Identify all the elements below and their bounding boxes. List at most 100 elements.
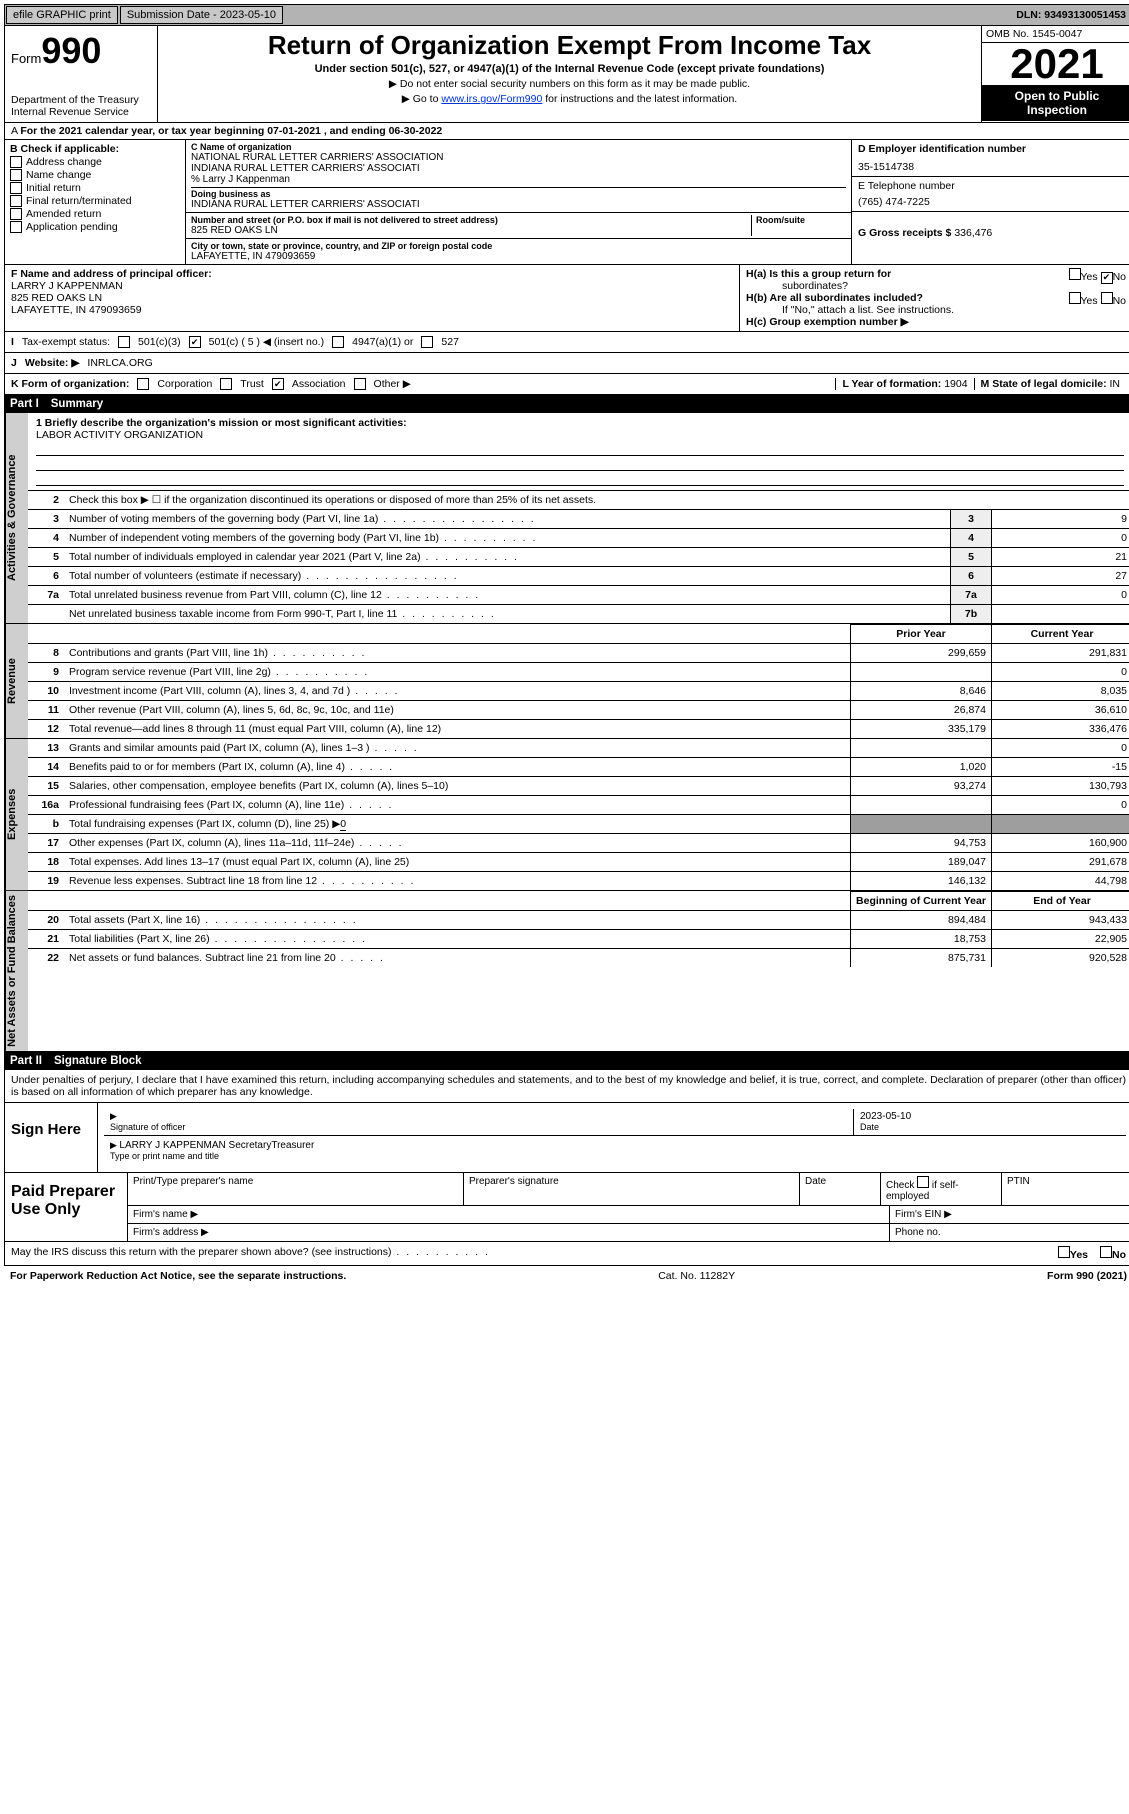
r19-p: 146,132 <box>851 872 992 891</box>
r22-p: 875,731 <box>851 949 992 968</box>
chk-self-employed[interactable] <box>917 1176 929 1188</box>
chk-hb-yes[interactable] <box>1069 292 1081 304</box>
inspect-l2: Inspection <box>1027 103 1087 117</box>
efile-graphic-button[interactable]: efile GRAPHIC print <box>6 6 118 24</box>
mission-block: 1 Briefly describe the organization's mi… <box>28 413 1129 490</box>
r4-text: Number of independent voting members of … <box>69 532 537 544</box>
ha-lbl: H(a) Is this a group return for <box>746 268 891 280</box>
preparer-block: Paid Preparer Use Only Print/Type prepar… <box>4 1173 1129 1242</box>
c-addr-row: Number and street (or P.O. box if mail i… <box>186 213 851 239</box>
dba-name: INDIANA RURAL LETTER CARRIERS' ASSOCIATI <box>191 199 846 210</box>
sig-officer: Signature of officer <box>104 1109 853 1135</box>
chk-501c3[interactable] <box>118 336 130 348</box>
r14-p: 1,020 <box>851 758 992 777</box>
chk-application-pending[interactable] <box>10 221 22 233</box>
e-lbl: E Telephone number <box>858 180 1126 192</box>
irs-link[interactable]: www.irs.gov/Form990 <box>441 93 542 105</box>
row-16a: 16aProfessional fundraising fees (Part I… <box>28 796 1129 815</box>
penalty-text: Under penalties of perjury, I declare th… <box>4 1070 1129 1103</box>
chk-ha-yes[interactable] <box>1069 268 1081 280</box>
r6-text: Total number of volunteers (estimate if … <box>69 570 459 582</box>
f-lbl: F Name and address of principal officer: <box>11 268 733 280</box>
submission-date-button[interactable]: Submission Date - 2023-05-10 <box>120 6 283 24</box>
ha-yes: Yes <box>1081 271 1098 283</box>
row-i: I Tax-exempt status: 501(c)(3) 501(c) ( … <box>4 332 1129 353</box>
r8-p: 299,659 <box>851 644 992 663</box>
chk-4947[interactable] <box>332 336 344 348</box>
chk-final-return[interactable] <box>10 195 22 207</box>
room-lbl: Room/suite <box>756 215 846 225</box>
r18-c: 291,678 <box>992 853 1129 872</box>
open-to-public: Open to Public Inspection <box>982 85 1129 121</box>
form-num: 990 <box>41 30 101 71</box>
sig-name-cell: LARRY J KAPPENMAN SecretaryTreasurer Typ… <box>104 1138 1126 1164</box>
chk-other[interactable] <box>354 378 366 390</box>
i-o4: 527 <box>441 336 459 348</box>
b-title: B Check if applicable: <box>10 143 180 155</box>
tax-year: 2021 <box>982 43 1129 85</box>
prep-h3: Date <box>800 1173 881 1205</box>
chk-address-change[interactable] <box>10 156 22 168</box>
row-5: 5Total number of individuals employed in… <box>28 548 1129 567</box>
governance-content: 1 Briefly describe the organization's mi… <box>28 413 1129 623</box>
chk-ha-no[interactable] <box>1101 272 1113 284</box>
r6-val: 27 <box>992 567 1129 586</box>
r11-c: 36,610 <box>992 701 1129 720</box>
r16b-shade1 <box>851 815 992 834</box>
i-o2: 501(c) ( 5 ) ◀ (insert no.) <box>209 336 324 348</box>
preparer-grid: Print/Type preparer's name Preparer's si… <box>128 1173 1129 1241</box>
r4-val: 0 <box>992 529 1129 548</box>
chk-corp[interactable] <box>137 378 149 390</box>
sign-block: Sign Here Signature of officer 2023-05-1… <box>4 1103 1129 1173</box>
firm-name-lbl: Firm's name ▶ <box>128 1206 890 1223</box>
row-k: K Form of organization: Corporation Trus… <box>4 374 1129 395</box>
r3-text: Number of voting members of the governin… <box>69 513 536 525</box>
row-a-text: For the 2021 calendar year, or tax year … <box>20 125 442 137</box>
form-id-block: Form990 Department of the Treasury Inter… <box>5 26 158 122</box>
addr-lbl: Number and street (or P.O. box if mail i… <box>191 215 747 225</box>
expenses-block: Expenses 13Grants and similar amounts pa… <box>4 739 1129 891</box>
chk-assoc[interactable] <box>272 378 284 390</box>
sig-line-1: Signature of officer 2023-05-10 Date <box>104 1109 1126 1136</box>
r14-text: Benefits paid to or for members (Part IX… <box>69 761 394 773</box>
row-17: 17Other expenses (Part IX, column (A), l… <box>28 834 1129 853</box>
chk-501c[interactable] <box>189 336 201 348</box>
chk-discuss-no[interactable] <box>1100 1246 1112 1258</box>
chk-initial-return[interactable] <box>10 182 22 194</box>
i-o1: 501(c)(3) <box>138 336 181 348</box>
r16b-text: Total fundraising expenses (Part IX, col… <box>69 818 340 830</box>
r9-p <box>851 663 992 682</box>
d-val: 35-1514738 <box>858 161 1126 173</box>
r5-text: Total number of individuals employed in … <box>69 551 519 563</box>
prep-h4a: Check <box>886 1180 914 1191</box>
f-city: LAFAYETTE, IN 479093659 <box>11 304 733 316</box>
care-of: % Larry J Kappenman <box>191 174 846 185</box>
form-footer: Form 990 (2021) <box>1047 1270 1127 1282</box>
yr-header-row: Prior YearCurrent Year <box>28 625 1129 644</box>
r13-c: 0 <box>992 739 1129 758</box>
chk-527[interactable] <box>421 336 433 348</box>
r11-p: 26,874 <box>851 701 992 720</box>
vtab-expenses: Expenses <box>5 739 28 890</box>
r7b-text: Net unrelated business taxable income fr… <box>69 608 496 620</box>
governance-table: 2Check this box ▶ ☐ if the organization … <box>28 490 1129 623</box>
chk-name-change[interactable] <box>10 169 22 181</box>
opt-initial-return: Initial return <box>26 182 81 194</box>
r10-text: Investment income (Part VIII, column (A)… <box>69 685 399 697</box>
section-h: H(a) Is this a group return for Yes No s… <box>740 265 1129 331</box>
r19-text: Revenue less expenses. Subtract line 18 … <box>69 875 415 887</box>
row-12: 12Total revenue—add lines 8 through 11 (… <box>28 720 1129 739</box>
chk-trust[interactable] <box>220 378 232 390</box>
r22-text: Net assets or fund balances. Subtract li… <box>69 952 385 964</box>
chk-hb-no[interactable] <box>1101 292 1113 304</box>
revenue-block: Revenue Prior YearCurrent Year 8Contribu… <box>4 624 1129 739</box>
part1-num: Part I <box>10 398 39 410</box>
c-city-row: City or town, state or province, country… <box>186 239 851 264</box>
section-f: F Name and address of principal officer:… <box>5 265 740 331</box>
form-header: Form990 Department of the Treasury Inter… <box>4 26 1129 123</box>
chk-discuss-yes[interactable] <box>1058 1246 1070 1258</box>
chk-amended[interactable] <box>10 208 22 220</box>
sig-date-lbl: Date <box>860 1122 879 1132</box>
inspect-l1: Open to Public <box>1015 89 1100 103</box>
opt-application: Application pending <box>26 221 118 233</box>
